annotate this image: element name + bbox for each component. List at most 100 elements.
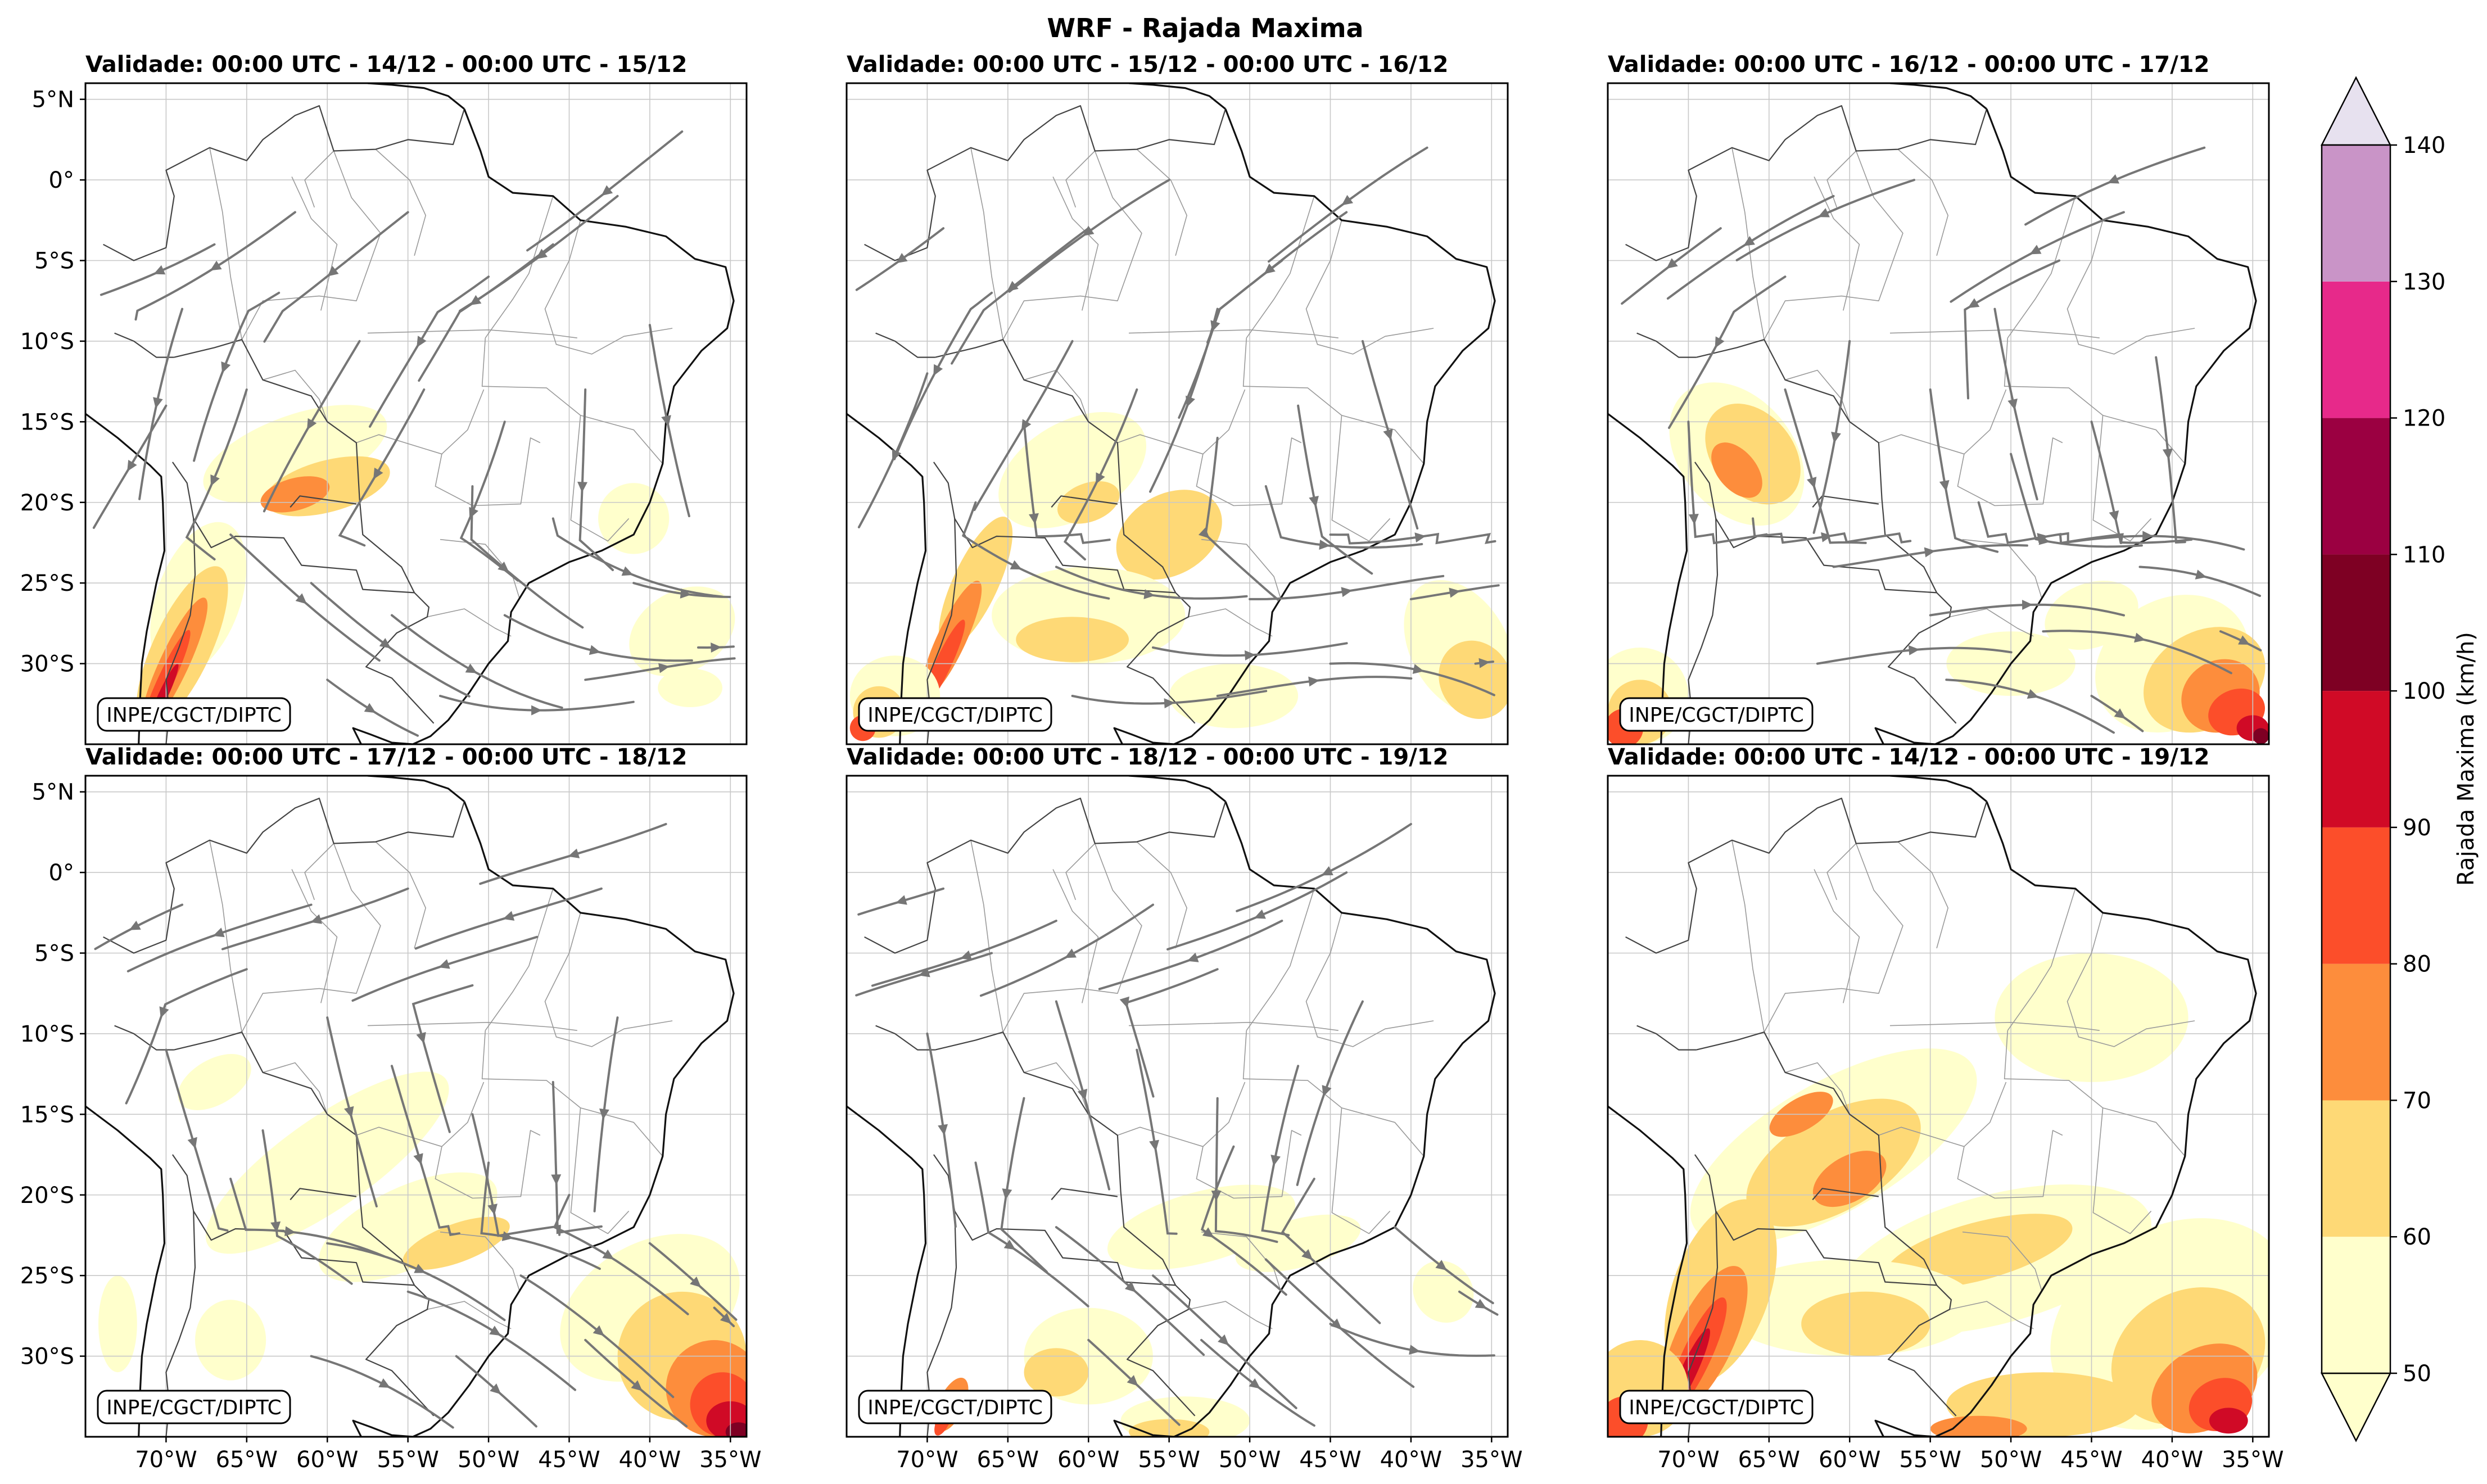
credit-box xyxy=(97,697,291,732)
colorbar-tick-label: 140 xyxy=(2403,133,2445,159)
streamline-arrow-icon xyxy=(416,1031,426,1044)
streamline-arrow-icon xyxy=(1341,194,1354,206)
country-border xyxy=(864,798,1227,954)
panel-title: Validade: 00:00 UTC - 15/12 - 00:00 UTC … xyxy=(847,52,1448,78)
streamline-arrow-icon xyxy=(1187,952,1199,962)
streamline-arrow-icon xyxy=(1414,532,1426,543)
state-border xyxy=(1949,608,2034,637)
map-area xyxy=(1608,776,2269,1437)
streamline-arrow-icon xyxy=(159,1006,169,1019)
state-border xyxy=(1897,149,1949,256)
streamline-arrow-icon xyxy=(327,265,339,277)
lon-tick-label: 40°W xyxy=(619,1447,681,1473)
lat-tick-label: 30°S xyxy=(20,651,74,677)
streamline-arrow-icon xyxy=(1096,472,1105,485)
atlantic-coastline xyxy=(352,108,735,744)
streamline-arrow-icon xyxy=(1908,645,1920,655)
lat-tick-label: 5°N xyxy=(32,780,74,806)
lon-tick-label: 50°W xyxy=(458,1447,519,1473)
wind-streamlines xyxy=(855,823,1499,1427)
north-coastline xyxy=(1128,776,1227,803)
lat-tick-label: 10°S xyxy=(20,1021,74,1047)
streamline-arrow-icon xyxy=(1149,1139,1159,1151)
country-border xyxy=(1696,1031,1957,1417)
state-border xyxy=(2004,1030,2186,1157)
gust-contour xyxy=(178,1054,251,1110)
streamline-arrow-icon xyxy=(1077,1088,1088,1101)
figure-title: WRF - Rajada Maxima xyxy=(1047,13,1363,43)
credit-box xyxy=(1619,697,1814,732)
credit-badge: INPE/CGCT/DIPTC xyxy=(1619,697,1814,732)
lon-tick-label: 70°W xyxy=(1657,1447,1719,1473)
streamline-arrow-icon xyxy=(1254,909,1266,919)
gust-contour xyxy=(598,483,670,554)
credit-badge: INPE/CGCT/DIPTC xyxy=(858,697,1052,732)
streamline-arrow-icon xyxy=(1939,479,1950,492)
streamline-arrow-icon xyxy=(896,252,908,264)
state-border xyxy=(1128,329,1339,338)
streamline-arrow-icon xyxy=(1186,395,1195,408)
streamline-arrow-icon xyxy=(601,185,613,196)
lon-tick-label: 50°W xyxy=(1980,1447,2042,1473)
map-area xyxy=(847,776,1508,1437)
state-border xyxy=(356,1082,485,1147)
state-border xyxy=(544,912,673,1047)
streamline-arrow-icon xyxy=(414,1264,426,1273)
country-border xyxy=(171,462,415,594)
streamline-arrow-icon xyxy=(1715,336,1725,349)
streamline-arrow-icon xyxy=(1029,513,1039,524)
state-border xyxy=(375,841,427,949)
country-border xyxy=(1051,1188,1118,1201)
credit-box xyxy=(97,1390,291,1424)
colorbar-segment xyxy=(2322,691,2390,827)
streamline-arrow-icon xyxy=(1249,1378,1261,1389)
lat-tick-label: 15°S xyxy=(20,1102,74,1128)
state-border xyxy=(1878,1082,2007,1147)
state-border xyxy=(1201,1231,1281,1291)
colorbar-label: Rajada Maxima (km/h) xyxy=(2453,632,2479,886)
country-border xyxy=(875,332,935,358)
gust-contour xyxy=(1801,1291,1930,1356)
streamline-arrow-icon xyxy=(1475,1298,1487,1309)
state-border xyxy=(485,196,554,338)
country-border xyxy=(935,1031,1196,1417)
panel-frame xyxy=(84,82,748,745)
state-border xyxy=(367,329,577,338)
country-border xyxy=(935,339,1196,724)
lat-tick-label: 30°S xyxy=(20,1344,74,1370)
streamline-arrow-icon xyxy=(1010,560,1022,569)
streamline-arrow-icon xyxy=(378,1378,391,1388)
colorbar-tick-label: 50 xyxy=(2403,1361,2431,1387)
lon-tick-label: 60°W xyxy=(1819,1447,1880,1473)
streamline-arrow-icon xyxy=(1308,676,1320,687)
streamline-arrow-icon xyxy=(284,1226,296,1237)
credit-box xyxy=(1619,1390,1814,1424)
state-border xyxy=(1128,1021,1339,1031)
state-border xyxy=(1201,539,1281,598)
streamline-arrow-icon xyxy=(1007,280,1019,292)
state-border xyxy=(1826,150,1857,208)
lat-tick-label: 25°S xyxy=(20,1263,74,1289)
atlantic-coastline xyxy=(1874,108,2257,744)
streamline-arrow-icon xyxy=(2109,510,2119,522)
streamline-arrow-icon xyxy=(568,848,580,858)
colorbar-segment xyxy=(2322,554,2390,691)
lon-tick-label: 35°W xyxy=(1460,1447,1522,1473)
pacific-coastline xyxy=(85,413,166,744)
credit-box xyxy=(858,1390,1052,1424)
colorbar-tick-label: 110 xyxy=(2403,542,2445,568)
atlantic-coastline xyxy=(1113,801,1496,1437)
streamline-arrow-icon xyxy=(438,959,450,969)
state-border xyxy=(435,437,541,506)
state-border xyxy=(440,1231,520,1291)
streamline-arrow-icon xyxy=(938,1124,948,1135)
country-border xyxy=(1694,1154,1937,1286)
state-border xyxy=(1785,1062,1850,1115)
credit-text: INPE/CGCT/DIPTC xyxy=(867,1396,1042,1419)
colorbar-tick-label: 70 xyxy=(2403,1088,2431,1114)
lon-tick-label: 35°W xyxy=(2222,1447,2283,1473)
streamline-arrow-icon xyxy=(343,1106,354,1118)
state-border xyxy=(1889,329,2100,338)
lat-tick-label: 0° xyxy=(49,168,74,193)
